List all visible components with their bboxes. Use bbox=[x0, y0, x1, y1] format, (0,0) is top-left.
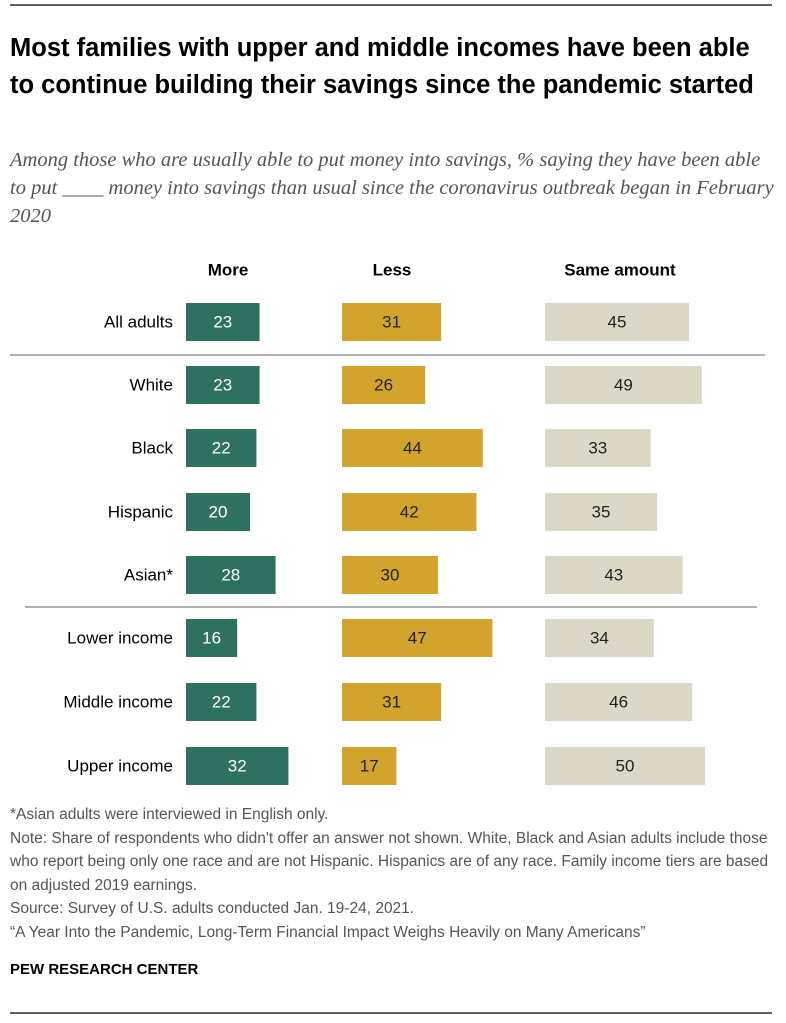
category-label: Middle income bbox=[63, 692, 173, 711]
value-label: 35 bbox=[592, 502, 611, 521]
bar bbox=[342, 493, 477, 531]
bar bbox=[342, 683, 442, 721]
bar bbox=[186, 429, 257, 467]
value-label: 33 bbox=[588, 438, 607, 457]
category-label: Asian* bbox=[124, 565, 174, 584]
credit: PEW RESEARCH CENTER bbox=[10, 961, 199, 978]
note: *Asian adults were interviewed in Englis… bbox=[10, 806, 329, 823]
bar bbox=[545, 493, 657, 531]
value-label: 34 bbox=[590, 628, 609, 647]
category-label: Upper income bbox=[67, 756, 173, 775]
bar bbox=[545, 556, 683, 594]
category-label: Lower income bbox=[67, 628, 173, 647]
bar bbox=[342, 429, 483, 467]
value-label: 26 bbox=[374, 375, 393, 394]
chart-title: Most families with upper and middle inco… bbox=[10, 34, 754, 99]
value-label: 22 bbox=[212, 438, 231, 457]
bar bbox=[342, 619, 493, 657]
bar bbox=[186, 556, 276, 594]
notes: *Asian adults were interviewed in Englis… bbox=[10, 803, 770, 944]
note: Note: Share of respondents who didn't of… bbox=[10, 829, 769, 894]
value-label: 20 bbox=[209, 502, 228, 521]
note: Source: Survey of U.S. adults conducted … bbox=[10, 900, 415, 917]
value-label: 47 bbox=[408, 628, 427, 647]
category-label: Black bbox=[131, 438, 173, 457]
bar bbox=[186, 366, 260, 404]
bar bbox=[545, 619, 654, 657]
value-label: 45 bbox=[608, 312, 627, 331]
bar bbox=[342, 366, 426, 404]
bar bbox=[342, 303, 442, 341]
value-label: 50 bbox=[616, 756, 635, 775]
category-label: White bbox=[130, 375, 173, 394]
bar bbox=[186, 493, 250, 531]
legend-label: Same amount bbox=[564, 260, 676, 279]
legend-label: Less bbox=[373, 260, 412, 279]
bar bbox=[545, 683, 693, 721]
bar bbox=[342, 556, 438, 594]
value-label: 28 bbox=[221, 565, 240, 584]
value-label: 30 bbox=[381, 565, 400, 584]
bar bbox=[545, 747, 705, 785]
bar bbox=[342, 747, 397, 785]
bar bbox=[545, 303, 689, 341]
bar bbox=[186, 619, 238, 657]
value-label: 44 bbox=[403, 438, 422, 457]
category-label: Hispanic bbox=[108, 502, 174, 521]
value-label: 32 bbox=[228, 756, 247, 775]
bar bbox=[545, 366, 702, 404]
value-label: 23 bbox=[213, 375, 232, 394]
value-label: 42 bbox=[400, 502, 419, 521]
value-label: 46 bbox=[609, 692, 628, 711]
value-label: 22 bbox=[212, 692, 231, 711]
value-label: 43 bbox=[604, 565, 623, 584]
value-label: 17 bbox=[360, 756, 379, 775]
bar bbox=[545, 429, 651, 467]
bar bbox=[186, 683, 257, 721]
bar bbox=[186, 747, 289, 785]
bar bbox=[186, 303, 260, 341]
value-label: 16 bbox=[202, 628, 221, 647]
value-label: 31 bbox=[382, 692, 401, 711]
legend-label: More bbox=[208, 260, 249, 279]
chart-subtitle: Among those who are usually able to put … bbox=[10, 149, 774, 227]
category-label: All adults bbox=[104, 312, 173, 331]
value-label: 23 bbox=[213, 312, 232, 331]
value-label: 49 bbox=[614, 375, 633, 394]
value-label: 31 bbox=[382, 312, 401, 331]
note: “A Year Into the Pandemic, Long-Term Fin… bbox=[10, 923, 646, 941]
